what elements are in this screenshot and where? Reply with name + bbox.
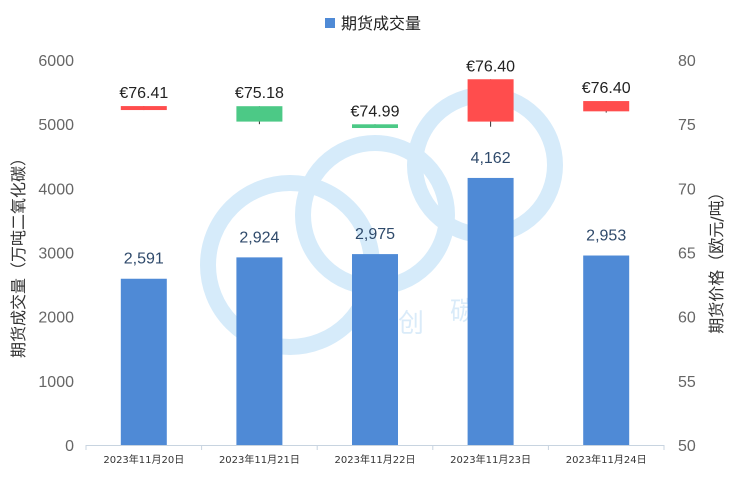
y-left-axis: 0 1000 2000 3000 4000 5000 6000	[38, 53, 74, 455]
volume-bar	[467, 177, 514, 445]
price-candle-body	[583, 101, 630, 112]
y-right-tick-label: 55	[678, 374, 696, 391]
volume-bar	[583, 255, 630, 445]
y-right-tick-label: 65	[678, 246, 696, 263]
y-right-axis-title: 期货价格（欧元/吨）	[707, 184, 726, 333]
y-right-tick-label: 60	[678, 310, 696, 327]
x-tick-label: 2023年11月23日	[450, 453, 531, 466]
price-data-label: €76.41	[119, 85, 168, 102]
y-left-tick-label: 0	[65, 438, 74, 455]
watermark-char-1: 创	[398, 309, 424, 339]
y-right-axis: 50 55 60 65 70 75 80	[678, 53, 696, 455]
volume-bar	[352, 254, 398, 445]
y-left-tick-label: 6000	[38, 53, 74, 70]
legend-swatch	[325, 18, 335, 28]
price-data-label: €76.40	[582, 80, 631, 97]
price-data-label: €76.40	[466, 58, 515, 75]
price-candle-body	[467, 79, 514, 122]
volume-bar	[236, 257, 283, 445]
y-left-tick-label: 4000	[38, 181, 74, 198]
y-left-tick-label: 5000	[38, 117, 74, 134]
x-tick-label: 2023年11月21日	[219, 453, 300, 466]
price-candle-body	[120, 106, 167, 111]
legend: 期货成交量	[325, 14, 421, 33]
y-left-axis-title: 期货成交量（万吨二氧化碳）	[9, 150, 28, 358]
volume-data-label: 2,591	[124, 251, 164, 268]
volume-bars	[120, 177, 630, 445]
price-candle-body	[352, 124, 398, 129]
x-tick-label: 2023年11月22日	[335, 453, 416, 466]
price-data-label: €74.99	[351, 103, 400, 120]
volume-data-label: 2,953	[586, 228, 626, 245]
volume-data-label: 2,924	[239, 229, 279, 246]
price-candle-body	[236, 106, 283, 122]
price-labels: €76.41 €75.18 €74.99 €76.40 €76.40	[119, 58, 630, 120]
y-left-tick-label: 2000	[38, 310, 74, 327]
y-right-tick-label: 75	[678, 117, 696, 134]
x-tick-label: 2023年11月20日	[103, 453, 184, 466]
y-right-tick-label: 80	[678, 53, 696, 70]
price-candles	[120, 79, 630, 129]
volume-data-label: 4,162	[471, 150, 511, 167]
price-data-label: €75.18	[235, 85, 284, 102]
volume-bar-labels: 2,591 2,924 2,975 4,162 2,953	[124, 150, 627, 268]
volume-bar	[120, 278, 167, 445]
y-left-tick-label: 3000	[38, 246, 74, 263]
x-tick-label: 2023年11月24日	[566, 453, 647, 466]
x-axis: 2023年11月20日 2023年11月21日 2023年11月22日 2023年11…	[85, 445, 665, 466]
y-right-tick-label: 70	[678, 181, 696, 198]
y-right-tick-label: 50	[678, 438, 696, 455]
volume-data-label: 2,975	[355, 226, 395, 243]
y-left-tick-label: 1000	[38, 374, 74, 391]
legend-label: 期货成交量	[341, 14, 421, 33]
